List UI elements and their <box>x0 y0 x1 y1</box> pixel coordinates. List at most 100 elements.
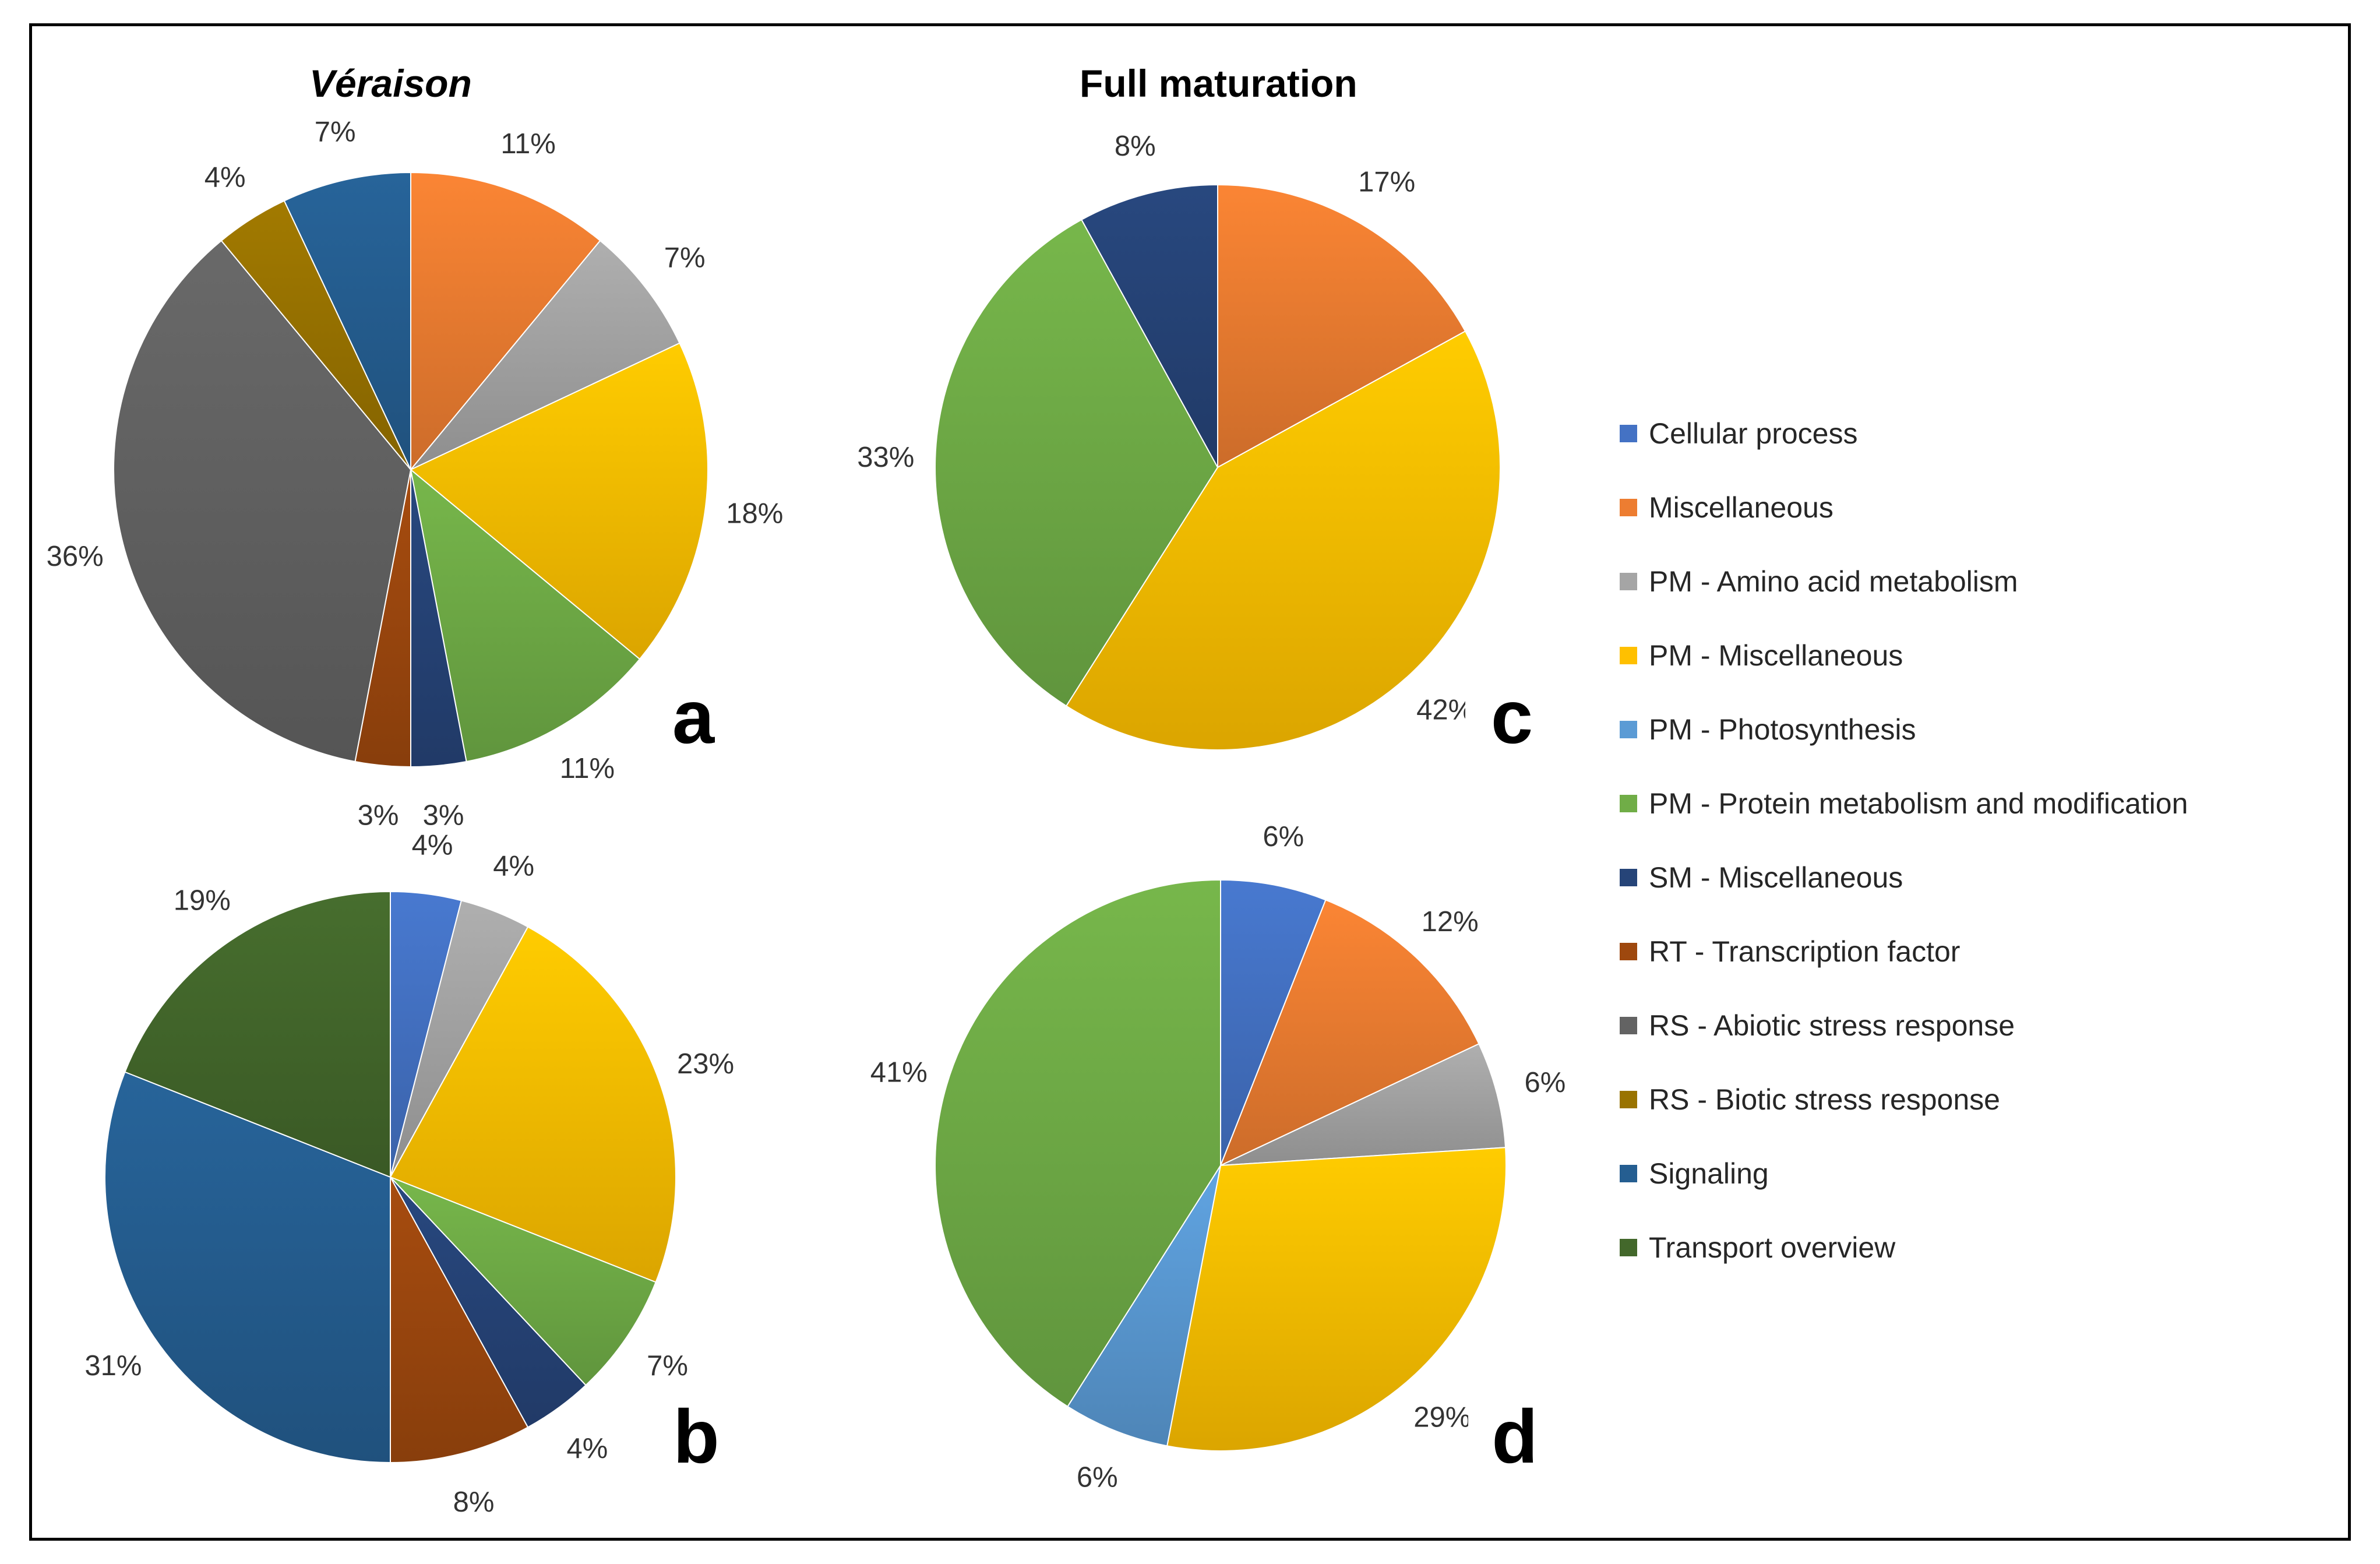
legend-item-pm-protein-metabolism-and-modification: PM - Protein metabolism and modification <box>1620 766 2188 840</box>
pie-b-slice-pm-miscellaneous <box>389 926 676 1283</box>
pie-b-label-sm-miscellaneous: 4% <box>567 1433 608 1464</box>
panel-letter-background-b <box>650 1387 743 1486</box>
legend-swatch-icon <box>1620 646 1637 664</box>
pie-a-slice-pm-amino-acid-metabolism <box>410 239 680 470</box>
pie-b-label-rt-transcription-factor: 8% <box>453 1486 495 1518</box>
panel-letter-a: a <box>672 674 715 759</box>
pie-d-label-miscellaneous: 12% <box>1422 906 1479 938</box>
legend-item-cellular-process: Cellular process <box>1620 396 2188 470</box>
legend-label: Miscellaneous <box>1649 491 1834 524</box>
pie-b-label-cellular-process: 4% <box>412 830 453 861</box>
pie-c-label-pm-miscellaneous: 42% <box>1416 695 1473 726</box>
pie-a-label-rs-biotic-stress-response: 4% <box>204 162 246 193</box>
pie-a-slice-signaling <box>283 171 411 470</box>
pie-c-label-miscellaneous: 17% <box>1358 166 1415 198</box>
pie-d-slice-pm-amino-acid-metabolism <box>1220 1043 1507 1166</box>
pie-d-slice-cellular-process <box>1220 879 1327 1166</box>
legend-swatch-icon <box>1620 1090 1637 1108</box>
legend-item-pm-amino-acid-metabolism: PM - Amino acid metabolism <box>1620 544 2188 618</box>
legend-swatch-icon <box>1620 498 1637 516</box>
legend-swatch-icon <box>1620 1016 1637 1034</box>
pie-chart-c: 17% 42% 33% 8% c <box>857 131 1559 766</box>
pie-a-slice-miscellaneous <box>410 171 601 471</box>
pie-d-slice-pm-photosynthesis <box>1067 1165 1221 1447</box>
pie-c-slice-sm-miscellaneous <box>1080 184 1218 468</box>
legend-swatch-icon <box>1620 1164 1637 1182</box>
pie-d-label-pm-photosynthesis: 6% <box>1077 1462 1118 1493</box>
legend-label: Signaling <box>1649 1157 1769 1190</box>
pie-b-label-transport-overview: 19% <box>174 885 231 916</box>
legend-label: Cellular process <box>1649 417 1858 450</box>
legend-item-pm-photosynthesis: PM - Photosynthesis <box>1620 692 2188 766</box>
pie-a-label-sm-miscellaneous: 3% <box>423 799 464 831</box>
pie-c-slice-miscellaneous <box>1217 184 1466 469</box>
pie-d-label-pm-miscellaneous: 29% <box>1413 1401 1471 1433</box>
pie-d-slice-pm-protein-metabolism-and-modification <box>934 879 1221 1408</box>
panel-letter-c: c <box>1491 674 1533 759</box>
pie-b-label-pm-protein-metabolism-and-modification: 7% <box>647 1350 688 1382</box>
panel-letter-background-d <box>1468 1387 1561 1486</box>
legend-swatch-icon <box>1620 572 1637 590</box>
pie-d-slice-pm-miscellaneous <box>1166 1147 1507 1452</box>
pie-d-label-pm-amino-acid-metabolism: 6% <box>1525 1067 1566 1098</box>
legend-item-miscellaneous: Miscellaneous <box>1620 470 2188 544</box>
legend-item-sm-miscellaneous: SM - Miscellaneous <box>1620 840 2188 914</box>
legend-swatch-icon <box>1620 868 1637 886</box>
pie-b-label-pm-amino-acid-metabolism: 4% <box>493 850 534 882</box>
legend-item-transport-overview: Transport overview <box>1620 1210 2188 1284</box>
legend-label: Transport overview <box>1649 1231 1896 1264</box>
pie-d-slice-miscellaneous <box>1219 899 1480 1167</box>
pie-a-label-rs-abiotic-stress-response: 36% <box>47 541 104 572</box>
pie-b-slice-pm-protein-metabolism-and-modification <box>390 1176 657 1386</box>
legend-swatch-icon <box>1620 720 1637 738</box>
panel-letter-d: d <box>1492 1394 1538 1479</box>
legend-label: RS - Abiotic stress response <box>1649 1009 2015 1042</box>
column-title-full-maturation: Full maturation <box>1080 62 1358 105</box>
pie-d-label-pm-protein-metabolism-and-modification: 41% <box>870 1057 928 1089</box>
legend-item-signaling: Signaling <box>1620 1136 2188 1210</box>
legend-swatch-icon <box>1620 794 1637 812</box>
pie-chart-b: 4% 4% 23% 7% 4% 8% 31% 19% b <box>84 830 743 1518</box>
pie-b-label-signaling: 31% <box>84 1350 142 1382</box>
legend-swatch-icon <box>1620 424 1637 442</box>
panel-letter-background-c <box>1465 667 1559 766</box>
legend-swatch-icon <box>1620 1238 1637 1256</box>
legend-item-rs-biotic-stress-response: RS - Biotic stress response <box>1620 1062 2188 1136</box>
pie-a-slice-rs-abiotic-stress-response <box>113 239 412 763</box>
legend-label: PM - Photosynthesis <box>1649 713 1916 746</box>
legend-label: PM - Miscellaneous <box>1649 639 1903 672</box>
panel-letter-b: b <box>673 1394 719 1479</box>
legend-item-pm-miscellaneous: PM - Miscellaneous <box>1620 618 2188 692</box>
legend: Cellular process Miscellaneous PM - Amino … <box>1620 396 2188 1284</box>
pie-a-slice-pm-protein-metabolism-and-modification <box>410 468 641 763</box>
legend-label: RS - Biotic stress response <box>1649 1083 2000 1116</box>
column-title-veraison: Véraison <box>309 62 472 105</box>
legend-item-rs-abiotic-stress-response: RS - Abiotic stress response <box>1620 988 2188 1062</box>
legend-label: SM - Miscellaneous <box>1649 861 1903 894</box>
pie-a-label-rt-transcription-factor: 3% <box>358 799 399 831</box>
pie-b-slice-transport-overview <box>124 890 391 1178</box>
pie-c-label-pm-protein-metabolism-and-modification: 33% <box>857 442 914 473</box>
pie-c-slice-pm-miscellaneous <box>1065 330 1501 751</box>
legend-swatch-icon <box>1620 942 1637 960</box>
legend-item-rt-transcription-factor: RT - Transcription factor <box>1620 914 2188 988</box>
pie-chart-a: 11% 7% 18% 11% 3% 3% 36% 4% 7% a <box>47 116 784 831</box>
legend-label: PM - Protein metabolism and modification <box>1649 787 2188 820</box>
pie-c-slice-pm-protein-metabolism-and-modification <box>935 219 1219 707</box>
pie-d-label-cellular-process: 6% <box>1263 821 1304 853</box>
pie-b-slice-signaling <box>104 1071 391 1464</box>
panel-letter-background-a <box>647 667 740 766</box>
pie-b-label-pm-miscellaneous: 23% <box>677 1048 734 1080</box>
pie-a-label-miscellaneous: 11% <box>500 128 555 160</box>
pie-b-slice-rt-transcription-factor <box>390 1176 529 1464</box>
pie-a-label-pm-protein-metabolism-and-modification: 11% <box>560 753 615 784</box>
pie-a-label-pm-miscellaneous: 18% <box>726 498 783 530</box>
legend-label: PM - Amino acid metabolism <box>1649 565 2018 598</box>
pie-a-label-signaling: 7% <box>315 116 356 147</box>
pie-a-label-pm-amino-acid-metabolism: 7% <box>664 242 706 273</box>
pie-chart-d: 6% 12% 6% 29% 6% 41% d <box>870 821 1566 1493</box>
legend-label: RT - Transcription factor <box>1649 935 1961 968</box>
pie-c-label-sm-miscellaneous: 8% <box>1115 131 1156 162</box>
pie-a-slice-pm-miscellaneous <box>410 342 708 660</box>
